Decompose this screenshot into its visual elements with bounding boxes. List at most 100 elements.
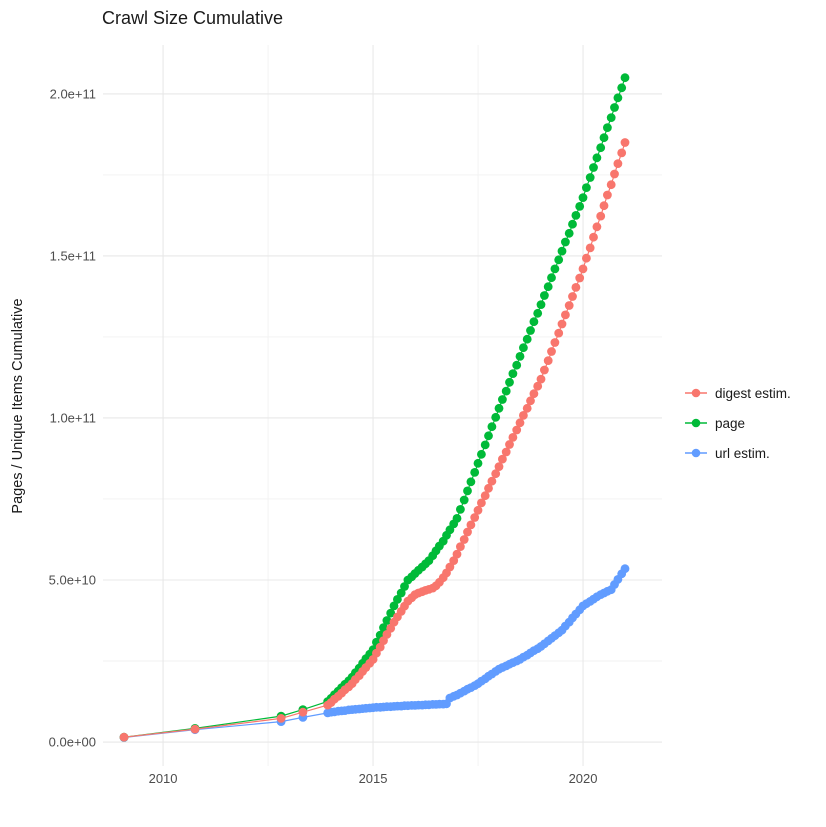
data-point bbox=[533, 381, 543, 391]
data-point bbox=[613, 159, 623, 169]
data-point bbox=[578, 264, 588, 274]
legend: digest estim. page url estim. bbox=[684, 378, 791, 468]
data-point bbox=[519, 343, 528, 353]
data-point bbox=[512, 425, 522, 435]
data-point bbox=[533, 308, 543, 318]
data-point bbox=[463, 486, 472, 496]
data-point bbox=[498, 395, 507, 404]
data-point bbox=[501, 447, 511, 457]
data-point bbox=[613, 93, 623, 103]
data-point bbox=[456, 505, 465, 514]
y-tick-label: 2.0e+11 bbox=[50, 86, 96, 101]
data-point bbox=[526, 326, 535, 335]
data-point bbox=[445, 562, 455, 572]
data-point bbox=[396, 588, 406, 598]
data-point bbox=[379, 623, 388, 632]
data-point bbox=[498, 454, 507, 464]
data-point bbox=[494, 403, 504, 413]
legend-item-page: page bbox=[684, 408, 791, 438]
data-point bbox=[515, 352, 525, 361]
x-tick-label: 2020 bbox=[569, 771, 598, 786]
data-point bbox=[505, 440, 514, 449]
legend-key-digest-icon bbox=[685, 388, 707, 398]
data-point bbox=[491, 469, 501, 479]
data-point bbox=[190, 724, 200, 734]
data-point bbox=[386, 608, 396, 618]
data-point bbox=[487, 476, 497, 486]
data-point bbox=[477, 449, 486, 459]
data-point bbox=[375, 642, 385, 652]
y-tick-label: 1.5e+11 bbox=[50, 248, 96, 263]
data-point bbox=[480, 440, 490, 450]
data-point bbox=[596, 211, 606, 221]
data-point bbox=[536, 300, 546, 309]
data-point bbox=[599, 133, 609, 143]
data-point bbox=[610, 169, 619, 179]
data-point bbox=[547, 273, 556, 283]
data-point bbox=[459, 495, 469, 505]
data-point bbox=[452, 549, 462, 559]
data-point bbox=[585, 243, 595, 253]
data-point bbox=[466, 477, 476, 487]
legend-key-url-icon bbox=[685, 448, 707, 458]
data-point bbox=[508, 433, 518, 442]
data-point bbox=[298, 707, 308, 717]
data-point bbox=[515, 418, 525, 428]
data-point bbox=[477, 498, 486, 508]
data-point bbox=[557, 246, 567, 256]
data-point bbox=[501, 386, 511, 396]
data-point bbox=[547, 347, 556, 356]
data-point bbox=[568, 292, 577, 301]
data-point bbox=[610, 103, 619, 112]
data-point bbox=[491, 412, 501, 422]
data-point bbox=[561, 237, 570, 247]
data-point bbox=[522, 403, 532, 413]
data-point bbox=[578, 193, 588, 203]
data-point bbox=[519, 411, 528, 420]
data-point bbox=[585, 173, 595, 182]
data-point bbox=[620, 73, 630, 83]
data-point bbox=[466, 520, 476, 530]
data-point bbox=[540, 365, 549, 375]
data-point bbox=[620, 138, 630, 147]
data-point bbox=[606, 113, 616, 122]
legend-key-page-icon bbox=[685, 418, 707, 428]
data-point bbox=[550, 338, 560, 347]
data-point bbox=[382, 616, 392, 625]
data-point bbox=[400, 582, 409, 591]
legend-label: digest estim. bbox=[715, 385, 791, 401]
data-point bbox=[571, 211, 581, 220]
data-point bbox=[389, 601, 399, 611]
data-point bbox=[512, 360, 522, 370]
data-point bbox=[620, 564, 630, 574]
data-point bbox=[449, 556, 459, 565]
data-point bbox=[119, 732, 129, 742]
data-point bbox=[564, 301, 574, 310]
data-point bbox=[550, 264, 560, 274]
data-point bbox=[603, 123, 612, 132]
data-point bbox=[470, 468, 480, 477]
data-point bbox=[522, 334, 532, 344]
data-point bbox=[589, 232, 598, 242]
data-point bbox=[540, 291, 549, 300]
data-point bbox=[617, 148, 627, 158]
data-point bbox=[575, 273, 585, 283]
data-point bbox=[508, 369, 518, 378]
data-point bbox=[276, 714, 286, 723]
data-point bbox=[568, 219, 577, 229]
data-point bbox=[543, 356, 553, 365]
data-point bbox=[470, 513, 480, 522]
data-point bbox=[543, 282, 553, 292]
data-point bbox=[582, 253, 591, 263]
data-point bbox=[456, 542, 465, 551]
data-point bbox=[596, 143, 606, 153]
y-tick-label: 0.0e+00 bbox=[49, 735, 96, 750]
data-point bbox=[529, 317, 539, 327]
data-point bbox=[473, 458, 483, 468]
legend-label: page bbox=[715, 415, 746, 431]
data-point bbox=[494, 462, 504, 471]
y-tick-label: 1.0e+11 bbox=[50, 410, 96, 425]
data-point bbox=[452, 514, 462, 523]
data-point bbox=[582, 183, 591, 193]
